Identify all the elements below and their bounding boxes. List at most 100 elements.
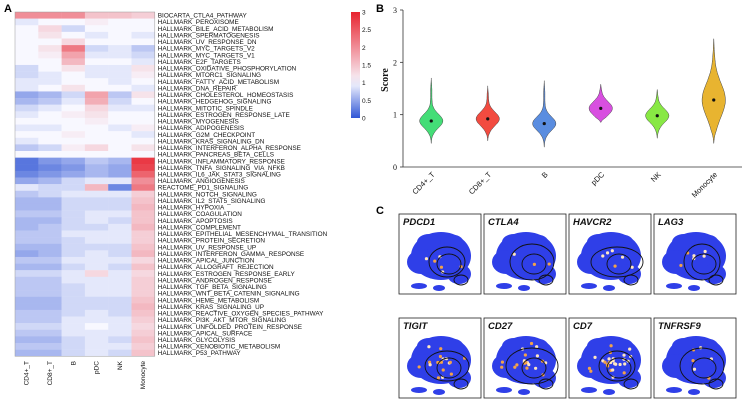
feature-plot-gene-label: TIGIT <box>403 321 428 332</box>
violin-median-point <box>429 119 433 123</box>
heatmap-cell <box>38 190 62 198</box>
violin-x-tick-label: CD4+_T <box>410 170 437 197</box>
expression-dot <box>439 347 443 351</box>
heatmap-cell <box>84 263 109 271</box>
density-contour <box>538 274 554 286</box>
heatmap-cell <box>131 290 155 297</box>
heatmap-cell <box>84 237 109 244</box>
heatmap-cell <box>108 336 132 344</box>
heatmap-cell <box>15 58 39 66</box>
violin-shape <box>588 84 613 123</box>
heatmap-row-label: BIOCARTA_CTLA4_PATHWAY <box>158 13 248 20</box>
expression-dot <box>702 254 706 258</box>
cell-cluster <box>444 235 464 253</box>
heatmap-cell <box>131 316 155 324</box>
heatmap-cell <box>108 111 132 119</box>
heatmap-cell <box>108 210 132 218</box>
heatmap-row-label: HALLMARK_UV_RESPONSE_DN <box>158 39 257 46</box>
heatmap-cell <box>15 237 39 244</box>
heatmap-cell <box>15 243 39 251</box>
heatmap-cell <box>84 283 109 291</box>
heatmap-cell <box>61 250 86 258</box>
cell-cluster <box>411 387 427 393</box>
heatmap-row-label: HALLMARK_IL2_STAT5_SIGNALING <box>158 198 266 205</box>
heatmap-cell <box>38 64 62 72</box>
heatmap-cell <box>108 197 132 205</box>
expression-dot <box>529 341 534 346</box>
heatmap-column-label: CD8+_T <box>47 361 54 385</box>
heatmap-cell <box>61 184 86 191</box>
heatmap-row-label: HALLMARK_UV_RESPONSE_UP <box>158 244 256 251</box>
heatmap-cell <box>108 170 132 178</box>
heatmap-column-label: NK <box>117 360 124 370</box>
heatmap-cell <box>84 104 109 112</box>
heatmap-row-label: HALLMARK_COMPLEMENT <box>158 224 241 231</box>
heatmap-cell <box>131 177 155 185</box>
cell-cluster <box>662 250 690 274</box>
heatmap-cell <box>38 237 62 244</box>
violin-shape <box>419 77 444 144</box>
heatmap-cell <box>84 349 109 357</box>
heatmap-row-label: HALLMARK_PEROXISOME <box>158 19 239 26</box>
feature-plot: TNFRSF9 <box>653 317 737 399</box>
expression-dot <box>427 360 432 364</box>
expression-dot <box>679 263 683 268</box>
heatmap-cell <box>15 270 39 277</box>
heatmap-cell <box>15 25 39 33</box>
heatmap-row-label: HALLMARK_MTORC1_SIGNALING <box>158 72 261 79</box>
heatmap-cell <box>84 190 109 198</box>
heatmap-row-label: HALLMARK_UNFOLDED_PROTEIN_RESPONSE <box>158 324 302 331</box>
feature-plot-gene-label: CD27 <box>488 321 513 332</box>
colorbar-tick-label: 2 <box>362 45 366 52</box>
heatmap-cell <box>84 124 109 132</box>
heatmap-row-label: HALLMARK_HEDGEHOG_SIGNALING <box>158 99 272 106</box>
density-contour <box>428 246 466 278</box>
density-contour <box>623 378 639 390</box>
expression-dot <box>500 365 504 369</box>
heatmap-cell <box>84 111 109 119</box>
panel-label-b: B <box>376 3 384 15</box>
heatmap-cell <box>15 190 39 198</box>
expression-dot <box>703 249 707 254</box>
density-contour <box>606 357 632 379</box>
heatmap-cell <box>131 18 155 26</box>
heatmap-cell <box>84 98 109 105</box>
cell-cluster <box>407 250 435 274</box>
heatmap-cell <box>84 230 109 238</box>
density-contour <box>453 274 469 286</box>
density-contour <box>538 378 554 390</box>
heatmap-cell <box>131 336 155 344</box>
heatmap-cell <box>84 223 109 231</box>
heatmap-cell <box>15 177 39 185</box>
heatmap-cell <box>84 243 109 251</box>
feature-plot-gene-label: PDCD1 <box>403 217 435 228</box>
cell-cluster <box>417 234 441 250</box>
heatmap-cell <box>84 276 109 284</box>
heatmap-cell <box>61 243 86 251</box>
heatmap-cell <box>38 184 62 191</box>
heatmap-cell <box>61 177 86 185</box>
heatmap-cell <box>38 270 62 277</box>
heatmap-cell <box>38 91 62 99</box>
density-contour <box>679 347 725 385</box>
expression-dot <box>630 265 634 269</box>
expression-dot <box>515 363 519 367</box>
heatmap-cell <box>108 137 132 145</box>
heatmap-cell <box>38 12 62 19</box>
heatmap: BIOCARTA_CTLA4_PATHWAYHALLMARK_PEROXISOM… <box>14 11 328 389</box>
heatmap-row-label: HALLMARK_WNT_BETA_CATENIN_SIGNALING <box>158 291 300 298</box>
heatmap-cell <box>108 157 132 165</box>
heatmap-cell <box>108 270 132 277</box>
heatmap-cell <box>131 329 155 337</box>
expression-dot <box>607 357 611 361</box>
heatmap-cell <box>84 144 109 152</box>
heatmap-cell <box>15 349 39 357</box>
violin-median-point <box>712 98 716 102</box>
cell-cluster <box>666 387 682 393</box>
expression-dot <box>436 376 441 380</box>
heatmap-cell <box>15 203 39 211</box>
heatmap-row-label: REACTOME_PD1_SIGNALING <box>158 185 248 192</box>
heatmap-cell <box>15 124 39 132</box>
heatmap-cell <box>131 111 155 119</box>
heatmap-column-label: pDC <box>94 361 101 374</box>
